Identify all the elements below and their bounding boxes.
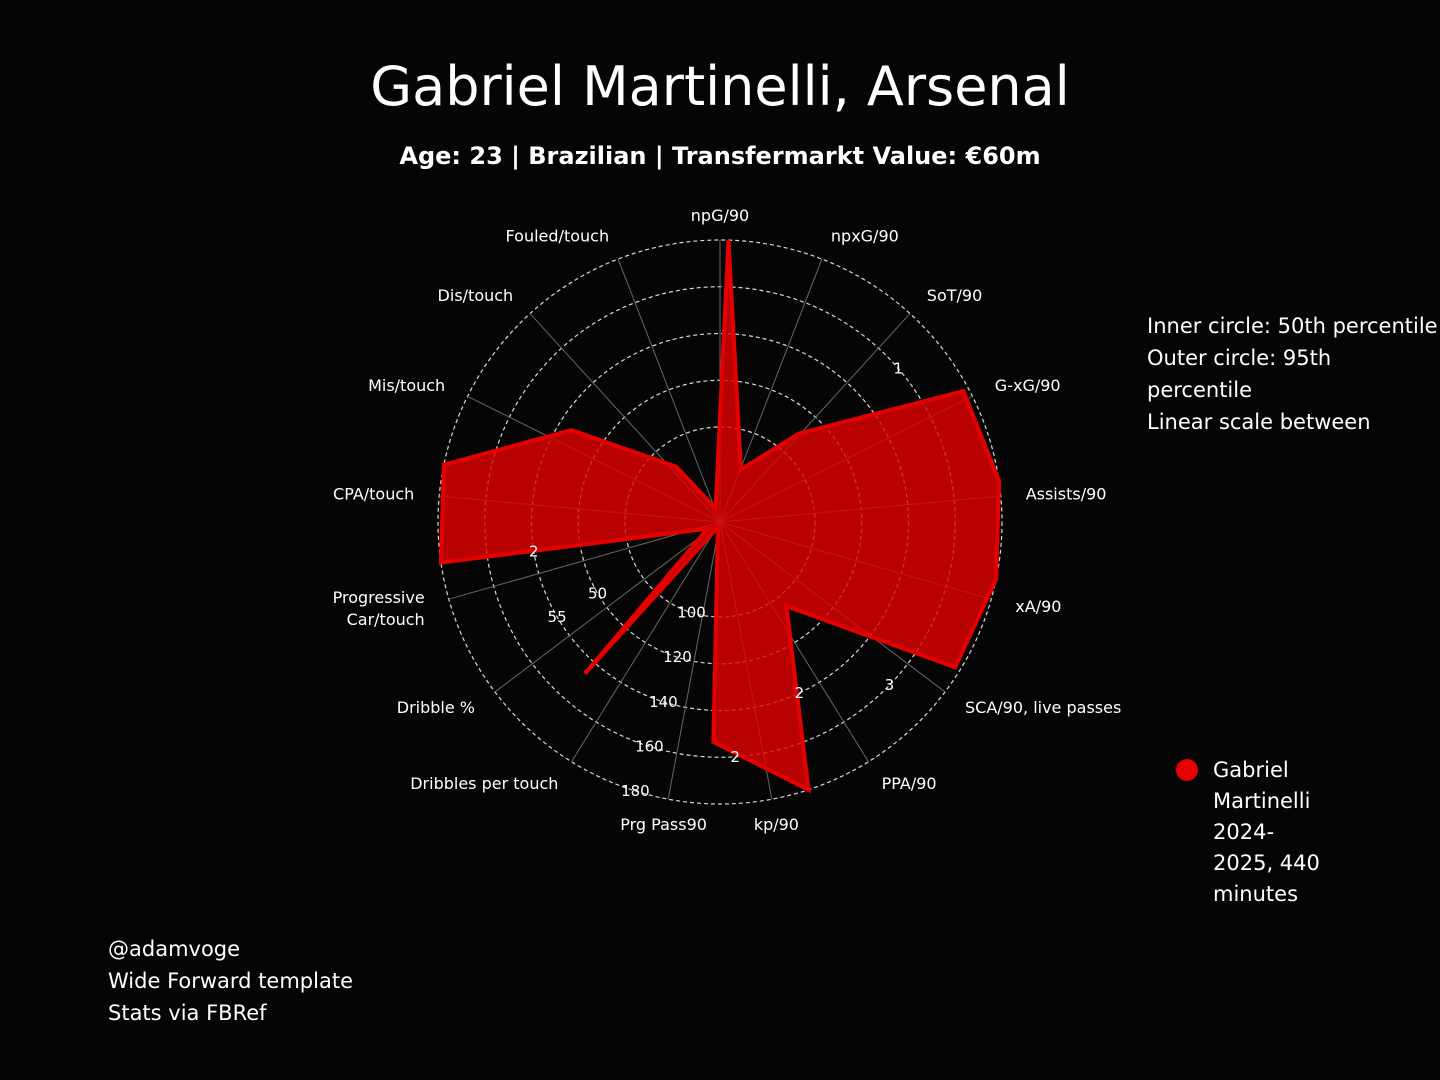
grid-spoke — [494, 521, 721, 693]
axis-label: CPA/touch — [333, 485, 414, 504]
axis-label-line: Prg Pass90 — [620, 815, 707, 834]
tick-label: 1 — [893, 359, 903, 377]
radar-series — [438, 239, 1002, 794]
axis-label: npG/90 — [691, 206, 749, 225]
chart-title: Gabriel Martinelli, Arsenal — [370, 55, 1070, 118]
tick-label: 3 — [885, 676, 895, 694]
axis-label-line: xA/90 — [1015, 597, 1061, 616]
axis-label-line: Fouled/touch — [506, 227, 610, 246]
scale-note-line: Linear scale between — [1147, 410, 1371, 434]
tick-label: 2 — [795, 684, 805, 702]
axis-label-line: SoT/90 — [927, 286, 982, 305]
axis-label: Fouled/touch — [506, 227, 610, 246]
scale-note-line: Inner circle: 50th percentile — [1147, 314, 1438, 338]
axis-label: Progressive Car/touch — [333, 588, 425, 629]
axis-label: PPA/90 — [882, 774, 937, 793]
axis-label: Mis/touch — [368, 376, 445, 395]
axis-label: Dis/touch — [438, 286, 514, 305]
legend-marker — [1176, 759, 1198, 781]
tick-label: 2 — [730, 748, 740, 766]
axis-label-line: CPA/touch — [333, 485, 414, 504]
chart-subtitle: Age: 23 | Brazilian | Transfermarkt Valu… — [399, 142, 1041, 170]
grid-ring — [437, 239, 1003, 805]
axis-label: Prg Pass90 — [620, 815, 707, 834]
tick-label: 50 — [588, 584, 607, 602]
credits: @adamvoge Wide Forward template Stats vi… — [108, 933, 353, 1029]
grid-spoke — [571, 521, 721, 763]
credit-template: Wide Forward template — [108, 969, 353, 993]
grid-spoke — [667, 521, 721, 800]
axis-label: xA/90 — [1015, 597, 1061, 616]
axis-label-line: SCA/90, live passes — [965, 698, 1121, 717]
axis-label-line: G-xG/90 — [995, 376, 1061, 395]
axis-label-line: Dribbles per touch — [410, 774, 558, 793]
axis-label: kp/90 — [754, 815, 799, 834]
axis-label: Assists/90 — [1026, 485, 1107, 504]
credit-source: Stats via FBRef — [108, 1001, 267, 1025]
axis-label: npxG/90 — [831, 227, 899, 246]
axis-label-line: Assists/90 — [1026, 485, 1107, 504]
radar-tick-labels: 1 3 2 2 100 120 140 160 180 50 55 2 — [529, 359, 903, 800]
tick-label: 100 — [677, 604, 706, 622]
credit-author: @adamvoge — [108, 937, 241, 961]
axis-label: SCA/90, live passes — [965, 698, 1121, 717]
tick-label: 140 — [649, 693, 678, 711]
axis-label-line: Dis/touch — [438, 286, 514, 305]
axis-label: Dribbles per touch — [410, 774, 558, 793]
tick-label: 55 — [548, 608, 567, 626]
tick-label: 120 — [663, 648, 692, 666]
axis-label-line: npG/90 — [691, 206, 749, 225]
tick-label: 180 — [621, 782, 650, 800]
tick-label: 160 — [635, 737, 664, 755]
axis-label-line: Mis/touch — [368, 376, 445, 395]
radar-axis-labels: npG/90 npxG/90 SoT/90 G-xG/90 Assists/90 xA/9… — [333, 206, 1122, 834]
legend-label: Gabriel Martinelli 2024-2025, 440 minute… — [1213, 758, 1320, 906]
axis-label-line: kp/90 — [754, 815, 799, 834]
tick-label: 2 — [529, 543, 539, 561]
axis-label: SoT/90 — [927, 286, 982, 305]
grid-spoke — [617, 258, 721, 523]
axis-label-line: npxG/90 — [831, 227, 899, 246]
scale-note: Inner circle: 50th percentile Outer circ… — [1147, 310, 1440, 438]
axis-label-line: PPA/90 — [882, 774, 937, 793]
axis-label: Dribble % — [397, 698, 475, 717]
axis-label: G-xG/90 — [995, 376, 1061, 395]
chart-legend: Gabriel Martinelli 2024-2025, 440 minute… — [1176, 755, 1323, 910]
scale-note-line: Outer circle: 95th percentile — [1147, 346, 1332, 402]
axis-label-line: Progressive — [333, 588, 425, 607]
axis-label-line: Car/touch — [347, 610, 425, 629]
axis-label-line: Dribble % — [397, 698, 475, 717]
